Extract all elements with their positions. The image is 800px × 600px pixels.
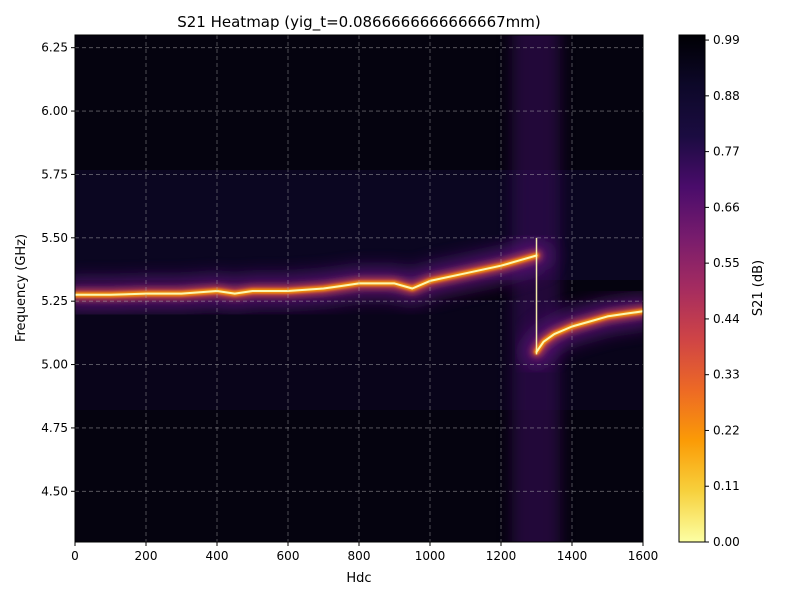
colorbar-tick-label-3: 0.33 xyxy=(713,368,740,382)
x-tick-label-3: 600 xyxy=(277,549,300,563)
colorbar-tick-label-9: 0.99 xyxy=(713,33,740,47)
y-axis-label: Frequency (GHz) xyxy=(14,234,29,342)
x-tick-label-2: 400 xyxy=(206,549,229,563)
chart-title: S21 Heatmap (yig_t=0.0866666666666667mm) xyxy=(177,13,541,32)
x-tick-label-8: 1600 xyxy=(628,549,659,563)
x-tick-label-7: 1400 xyxy=(557,549,588,563)
y-tick-label-2: 5.00 xyxy=(41,358,68,372)
colorbar-tick-label-0: 0.00 xyxy=(713,535,740,549)
colorbar xyxy=(678,34,706,543)
mode-traces xyxy=(75,237,643,367)
colorbar-tick-label-4: 0.44 xyxy=(713,312,740,326)
colorbar-label: S21 (dB) xyxy=(751,260,766,316)
colorbar-tick-label-1: 0.11 xyxy=(713,479,740,493)
colorbar-tick-label-6: 0.66 xyxy=(713,200,740,214)
y-tick-label-0: 4.50 xyxy=(41,484,68,498)
y-axis: 4.50 4.75 5.00 5.25 5.50 5.75 6.00 6.25 xyxy=(41,41,75,498)
mode-trace-1-core xyxy=(535,310,643,353)
y-tick-label-3: 5.25 xyxy=(41,294,68,308)
y-tick-label-6: 6.00 xyxy=(41,104,68,118)
x-tick-label-5: 1000 xyxy=(415,549,446,563)
mode-trace-0-core xyxy=(75,254,538,296)
colorbar-ticks: 0.00 0.11 0.22 0.33 0.44 0.55 0.66 0.77 0.88 0.99 xyxy=(705,33,740,549)
y-tick-label-5: 5.75 xyxy=(41,167,68,181)
colorbar-tick-label-2: 0.22 xyxy=(713,423,740,437)
x-axis-label: Hdc xyxy=(346,571,371,586)
x-tick-label-6: 1200 xyxy=(486,549,517,563)
x-axis: 0 200 400 600 800 1000 1200 1400 1600 xyxy=(71,542,658,563)
x-tick-label-4: 800 xyxy=(348,549,371,563)
colorbar-tick-label-5: 0.55 xyxy=(713,256,740,270)
y-tick-label-7: 6.25 xyxy=(41,41,68,55)
colorbar-tick-label-8: 0.88 xyxy=(713,89,740,103)
x-tick-label-0: 0 xyxy=(71,549,79,563)
colorbar-tick-label-7: 0.77 xyxy=(713,145,740,159)
x-tick-label-1: 200 xyxy=(135,549,158,563)
y-tick-label-4: 5.50 xyxy=(41,231,68,245)
y-tick-label-1: 4.75 xyxy=(41,421,68,435)
